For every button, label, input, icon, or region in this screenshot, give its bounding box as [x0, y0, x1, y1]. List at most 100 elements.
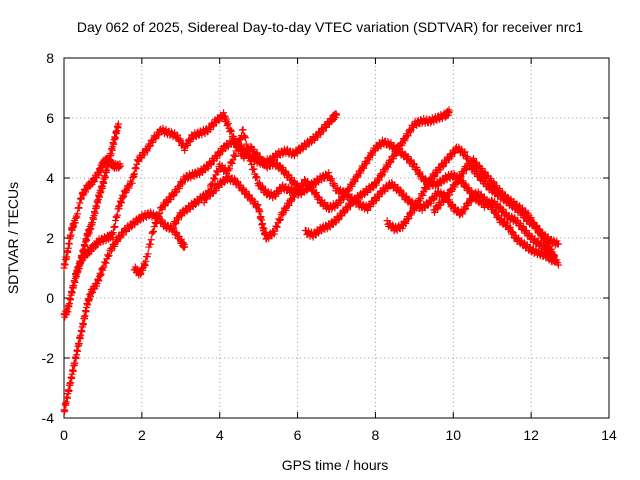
data-point-marker	[104, 252, 112, 260]
data-point-marker	[434, 205, 442, 213]
data-point-marker	[273, 223, 281, 231]
data-point-marker	[362, 160, 370, 168]
x-tick-label: 12	[523, 427, 539, 443]
data-point-marker	[553, 237, 561, 245]
y-tick-label: 8	[46, 50, 54, 66]
data-point-marker	[102, 259, 110, 267]
data-point-marker	[392, 150, 400, 158]
data-point-marker	[241, 134, 249, 142]
data-point-marker	[445, 191, 453, 199]
y-axis-label: SDTVAR / TECUs	[5, 182, 21, 294]
data-point-marker	[460, 149, 468, 157]
data-point-marker	[324, 172, 332, 180]
data-point-marker	[459, 210, 467, 218]
data-point-marker	[253, 149, 261, 157]
data-point-marker	[496, 202, 504, 210]
data-point-marker	[402, 220, 410, 228]
y-tick-label: -4	[42, 410, 55, 426]
data-point-marker	[427, 177, 435, 185]
data-point-marker	[401, 137, 409, 145]
data-point-marker	[152, 135, 160, 143]
data-point-marker	[315, 193, 323, 201]
data-point-marker	[247, 157, 255, 165]
data-point-marker	[210, 174, 218, 182]
data-point-marker	[156, 209, 164, 217]
data-point-marker	[152, 220, 160, 228]
data-point-marker	[158, 216, 166, 224]
data-point-marker	[105, 252, 113, 260]
data-point-marker	[550, 251, 558, 259]
data-point-marker	[402, 194, 410, 202]
data-point-marker	[178, 180, 186, 188]
y-tick-label: 2	[46, 230, 54, 246]
data-point-marker	[171, 220, 179, 228]
data-point-marker	[392, 149, 400, 157]
data-point-marker	[404, 152, 412, 160]
data-point-marker	[359, 163, 367, 171]
data-point-marker	[461, 205, 469, 213]
data-point-marker	[431, 172, 439, 180]
y-tick-label: 4	[46, 170, 54, 186]
data-point-marker	[116, 234, 124, 242]
data-point-marker	[211, 175, 219, 183]
data-point-marker	[442, 195, 450, 203]
data-point-marker	[200, 199, 208, 207]
data-point-marker	[410, 206, 418, 214]
data-point-marker	[259, 182, 267, 190]
data-point-marker	[147, 236, 155, 244]
x-tick-label: 6	[294, 427, 302, 443]
series-arc-6	[169, 136, 558, 262]
x-tick-label: 2	[138, 427, 146, 443]
data-point-marker	[526, 244, 534, 252]
series-arc-3	[60, 208, 189, 415]
data-point-marker	[498, 188, 506, 196]
data-point-marker	[312, 188, 320, 196]
data-point-marker	[404, 132, 412, 140]
data-point-marker	[348, 182, 356, 190]
data-point-marker	[357, 169, 365, 177]
data-point-marker	[378, 172, 386, 180]
data-point-marker	[231, 152, 239, 160]
data-point-marker	[440, 177, 448, 185]
data-point-marker	[499, 205, 507, 213]
data-point-marker	[439, 163, 447, 171]
data-point-marker	[227, 126, 235, 134]
data-point-marker	[445, 156, 453, 164]
data-point-marker	[209, 179, 217, 187]
data-point-marker	[375, 176, 383, 184]
data-point-marker	[242, 187, 250, 195]
data-point-marker	[544, 240, 552, 248]
data-point-marker	[273, 222, 281, 230]
data-point-marker	[554, 240, 562, 248]
data-point-marker	[462, 180, 470, 188]
data-point-marker	[164, 198, 172, 206]
data-point-marker	[459, 170, 467, 178]
data-point-marker	[111, 223, 119, 231]
data-point-marker	[547, 245, 555, 253]
data-point-marker	[241, 132, 249, 140]
data-point-marker	[271, 227, 279, 235]
data-point-marker	[227, 127, 235, 135]
data-point-marker	[282, 206, 290, 214]
data-point-marker	[290, 193, 298, 201]
y-tick-label: -2	[42, 350, 55, 366]
data-point-marker	[282, 167, 290, 175]
data-point-marker	[252, 173, 260, 181]
data-point-marker	[136, 216, 144, 224]
data-point-marker	[489, 203, 497, 211]
data-point-marker	[230, 132, 238, 140]
chart-title: Day 062 of 2025, Sidereal Day-to-day VTE…	[77, 19, 583, 35]
data-point-marker	[226, 164, 234, 172]
data-point-marker	[104, 251, 112, 259]
data-point-marker	[101, 258, 109, 266]
data-point-marker	[239, 126, 247, 134]
data-point-marker	[340, 195, 348, 203]
data-point-marker	[207, 161, 215, 169]
data-point-marker	[458, 209, 466, 217]
data-point-marker	[285, 201, 293, 209]
data-point-marker	[416, 168, 424, 176]
data-point-marker	[181, 243, 189, 251]
data-point-marker	[181, 146, 189, 154]
data-point-marker	[270, 230, 278, 238]
data-point-marker	[501, 192, 509, 200]
